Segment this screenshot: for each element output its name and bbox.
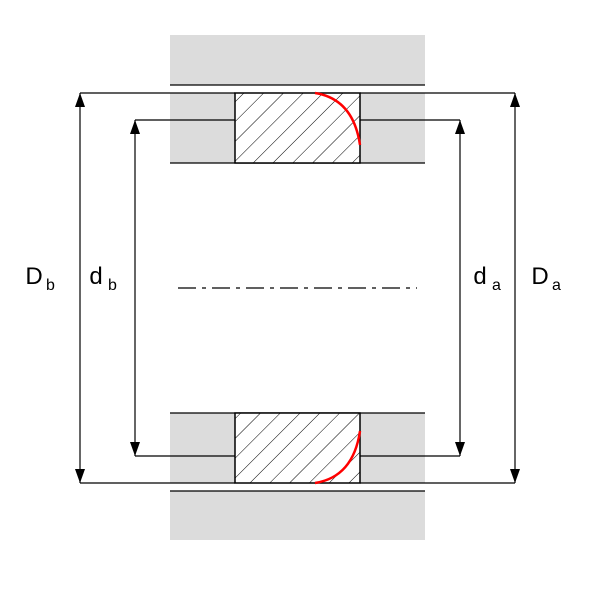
dim-Db-label: D: [25, 263, 42, 290]
dim-Db-sub: b: [46, 277, 55, 294]
dim-da-sub: a: [492, 277, 501, 294]
bearing-diagram: DbdbdaDa: [0, 0, 600, 600]
dim-da-label: d: [473, 263, 486, 290]
dim-Da-sub: a: [552, 277, 561, 294]
dim-db-label: d: [89, 263, 102, 290]
dim-db-sub: b: [108, 277, 117, 294]
dim-Da-label: D: [531, 263, 548, 290]
